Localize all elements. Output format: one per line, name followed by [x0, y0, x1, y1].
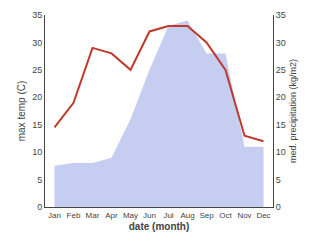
- svg-text:Feb: Feb: [67, 211, 81, 220]
- svg-text:med. precipitation (kg/m2): med. precipitation (kg/m2): [288, 59, 298, 163]
- svg-text:Dec: Dec: [256, 211, 270, 220]
- svg-text:Jan: Jan: [48, 211, 61, 220]
- svg-text:max temp (C): max temp (C): [16, 81, 27, 142]
- svg-text:Aug: Aug: [180, 211, 194, 220]
- svg-text:Mar: Mar: [86, 211, 100, 220]
- svg-text:30: 30: [276, 38, 286, 48]
- svg-text:25: 25: [276, 65, 286, 75]
- svg-text:date (month): date (month): [129, 221, 190, 232]
- svg-text:30: 30: [32, 38, 42, 48]
- svg-text:Nov: Nov: [237, 211, 251, 220]
- svg-text:20: 20: [32, 92, 42, 102]
- svg-text:May: May: [123, 211, 138, 220]
- svg-text:0: 0: [37, 202, 42, 212]
- svg-text:Apr: Apr: [105, 211, 118, 220]
- svg-text:25: 25: [32, 65, 42, 75]
- svg-text:Sep: Sep: [199, 211, 214, 220]
- svg-text:Jul: Jul: [163, 211, 173, 220]
- svg-text:Oct: Oct: [219, 211, 232, 220]
- svg-text:20: 20: [276, 92, 286, 102]
- svg-text:Jun: Jun: [143, 211, 156, 220]
- svg-text:35: 35: [32, 10, 42, 20]
- svg-text:15: 15: [276, 120, 286, 130]
- svg-text:10: 10: [276, 147, 286, 157]
- svg-text:15: 15: [32, 120, 42, 130]
- svg-text:5: 5: [37, 175, 42, 185]
- svg-text:5: 5: [276, 175, 281, 185]
- svg-text:35: 35: [276, 10, 286, 20]
- svg-text:10: 10: [32, 147, 42, 157]
- svg-text:0: 0: [276, 202, 281, 212]
